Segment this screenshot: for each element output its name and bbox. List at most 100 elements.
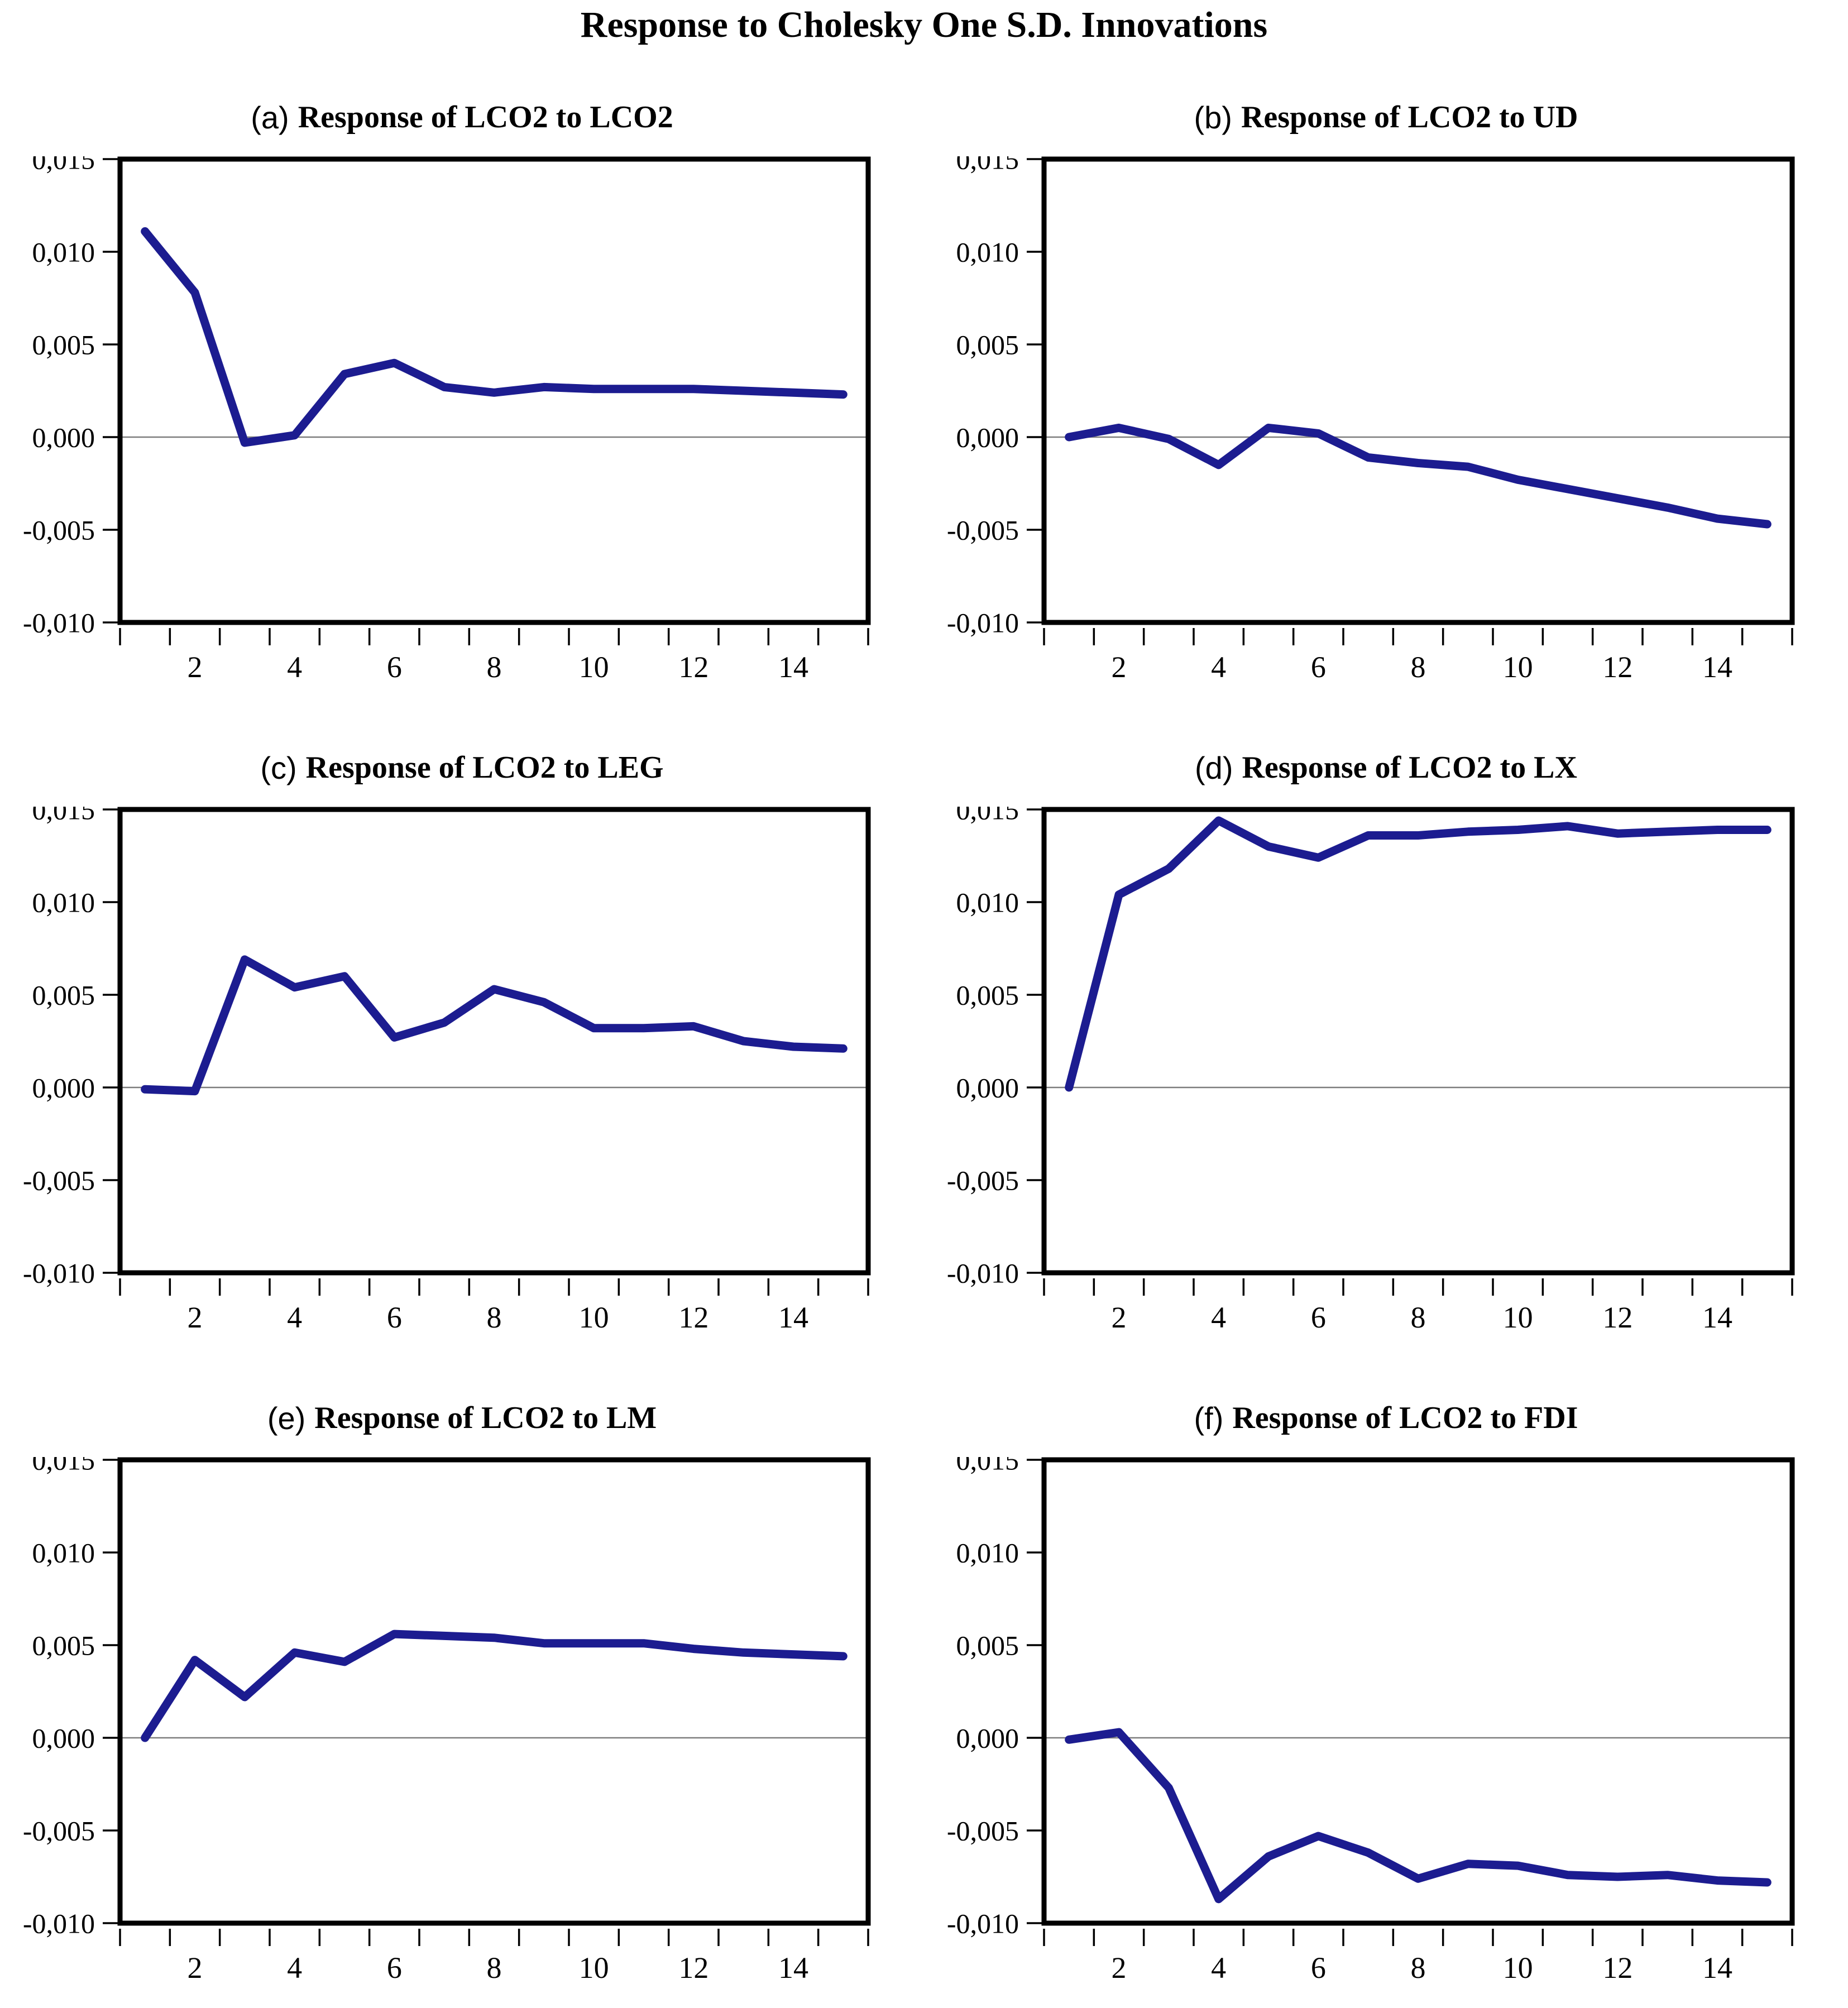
y-axis-label: -0,005 (947, 1815, 1019, 1847)
x-axis-label: 4 (287, 1301, 302, 1334)
panel-f: (f) Response of LCO2 to FDI 0,015 0,010 0,… (924, 1357, 1848, 2007)
x-axis-label: 2 (1112, 1951, 1127, 1985)
chart-canvas-d: 0,015 0,010 0,005 0,000 -0,005 -0,010 2 4 6 8 10 12… (947, 807, 1795, 1334)
x-axis-label: 8 (487, 1301, 502, 1334)
panel-c-header: (c) Response of LCO2 to LEG (0, 706, 924, 807)
x-axis-label: 14 (778, 650, 808, 684)
y-axis-label: -0,005 (947, 515, 1019, 546)
y-axis-label: -0,010 (947, 607, 1019, 639)
panel-c-label: (c) (260, 750, 297, 785)
y-axis-label: -0,010 (947, 1908, 1019, 1939)
y-axis-label: 0,005 (32, 980, 95, 1011)
x-axis-label: 6 (387, 650, 402, 684)
x-axis-label: 12 (678, 650, 708, 684)
y-axis-label: 0,000 (956, 1723, 1019, 1754)
x-axis-label: 14 (1702, 650, 1732, 684)
x-axis-label: 2 (1112, 1301, 1127, 1334)
x-axis-label: 8 (487, 650, 502, 684)
x-axis-label: 6 (1311, 1301, 1326, 1334)
y-axis-label: 0,005 (956, 329, 1019, 361)
panel-e-title: Response of LCO2 to LM (314, 1401, 657, 1435)
x-axis-label: 2 (188, 1951, 203, 1985)
plot-box (1041, 807, 1795, 1276)
y-axis-label: 0,000 (32, 422, 95, 453)
x-axis-label: 4 (287, 1951, 302, 1985)
y-axis-label: 0,005 (956, 980, 1019, 1011)
x-axis-label: 10 (579, 1951, 609, 1985)
x-axis-label: 8 (1411, 1951, 1426, 1985)
x-axis-label: 12 (678, 1301, 708, 1334)
panel-a-label: (a) (251, 99, 289, 135)
chart-canvas-e: 0,015 0,010 0,005 0,000 -0,005 -0,010 2 4 6 8 10 12… (23, 1457, 871, 1985)
y-axis-label: 0,000 (956, 1072, 1019, 1104)
y-axis-label: 0,015 (32, 1457, 95, 1476)
y-axis-label: 0,010 (32, 887, 95, 918)
x-axis-label: 12 (1602, 1951, 1632, 1985)
irf-series-line (1065, 816, 1772, 1092)
x-axis-label: 2 (188, 1301, 203, 1334)
panel-e-header: (e) Response of LCO2 to LM (0, 1357, 924, 1457)
chart-canvas-f: 0,015 0,010 0,005 0,000 -0,005 -0,010 2 4 6 8 10 12… (947, 1457, 1795, 1985)
x-axis-label: 2 (1112, 650, 1127, 684)
y-axis-label: 0,010 (32, 1537, 95, 1569)
x-axis-label: 6 (1311, 650, 1326, 684)
y-axis-label: 0,005 (32, 329, 95, 361)
panel-d: (d) Response of LCO2 to LX 0,015 0,010 0,0… (924, 706, 1848, 1357)
panel-d-label: (d) (1195, 750, 1233, 785)
panel-f-label: (f) (1194, 1400, 1224, 1436)
chart-canvas-b: 0,015 0,010 0,005 0,000 -0,005 -0,010 2 4 6 8 10 12… (947, 156, 1795, 684)
irf-series-line (141, 227, 848, 447)
x-axis-label: 4 (287, 650, 302, 684)
figure-title: Response to Cholesky One S.D. Innovation… (580, 4, 1268, 45)
y-axis-label: 0,010 (32, 237, 95, 268)
x-axis-label: 14 (1702, 1951, 1732, 1985)
panel-e: (e) Response of LCO2 to LM 0,015 0,010 0,0… (0, 1357, 924, 2007)
y-axis-label: 0,015 (956, 1457, 1019, 1476)
panel-b: (b) Response of LCO2 to UD 0,015 0,010 0,0… (924, 56, 1848, 706)
panel-d-header: (d) Response of LCO2 to LX (924, 706, 1848, 807)
y-axis-label: 0,000 (32, 1072, 95, 1104)
x-axis-label: 14 (778, 1301, 808, 1334)
y-axis-label: 0,015 (32, 807, 95, 826)
x-axis-label: 4 (1211, 1301, 1226, 1334)
irf-series-line (1065, 1728, 1772, 1904)
x-axis-label: 10 (1503, 1951, 1533, 1985)
y-axis-label: -0,010 (23, 607, 95, 639)
panel-b-label: (b) (1194, 99, 1232, 135)
y-axis-label: -0,010 (23, 1908, 95, 1939)
y-axis-label: -0,010 (23, 1258, 95, 1289)
panel-b-header: (b) Response of LCO2 to UD (924, 56, 1848, 156)
x-axis-label: 8 (1411, 1301, 1426, 1334)
y-axis-label: 0,015 (32, 156, 95, 175)
y-axis-label: -0,010 (947, 1258, 1019, 1289)
x-axis-label: 10 (579, 1301, 609, 1334)
panel-e-label: (e) (267, 1400, 306, 1436)
y-axis-label: 0,015 (956, 807, 1019, 826)
irf-series-line (1065, 423, 1772, 529)
panel-c-title: Response of LCO2 to LEG (305, 750, 664, 785)
x-axis-label: 4 (1211, 1951, 1226, 1985)
plot-box (117, 807, 871, 1276)
panel-d-title: Response of LCO2 to LX (1242, 750, 1577, 785)
y-axis-label: -0,005 (23, 1165, 95, 1196)
x-axis-label: 6 (387, 1301, 402, 1334)
panel-f-header: (f) Response of LCO2 to FDI (924, 1357, 1848, 1457)
chart-canvas-a: 0,015 0,010 0,005 0,000 -0,005 -0,010 2 4 6 8 10 12… (23, 156, 871, 684)
y-axis-label: 0,010 (956, 887, 1019, 918)
y-axis-label: 0,000 (956, 422, 1019, 453)
x-axis-label: 2 (188, 650, 203, 684)
x-axis-label: 12 (1602, 650, 1632, 684)
panel-a: (a) Response of LCO2 to LCO2 0,015 0,010 0… (0, 56, 924, 706)
x-axis-label: 8 (1411, 650, 1426, 684)
y-axis-label: 0,010 (956, 1537, 1019, 1569)
y-axis-label: -0,005 (23, 1815, 95, 1847)
plot-box (1041, 156, 1795, 625)
x-axis-label: 8 (487, 1951, 502, 1985)
x-axis-label: 14 (1702, 1301, 1732, 1334)
x-axis-label: 10 (1503, 1301, 1533, 1334)
x-axis-label: 6 (387, 1951, 402, 1985)
panel-a-title: Response of LCO2 to LCO2 (298, 100, 673, 135)
irf-series-line (141, 1630, 848, 1742)
y-axis-label: 0,005 (32, 1630, 95, 1661)
